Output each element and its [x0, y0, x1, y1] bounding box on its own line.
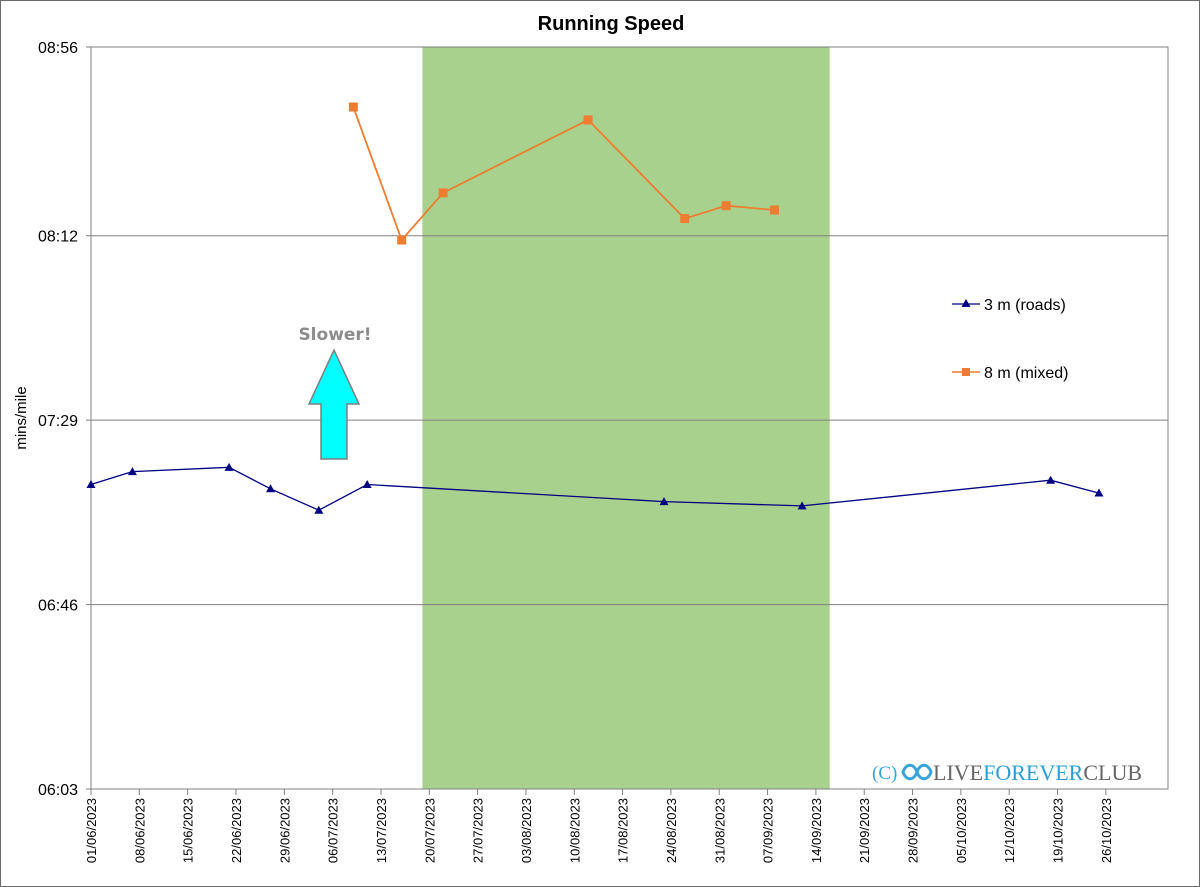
y-axis: 06:03 06:46 07:29 08:12 08:56 — [38, 40, 91, 799]
data-point-mixed — [721, 201, 731, 211]
data-point-roads — [86, 479, 96, 488]
y-tick-label: 07:29 — [38, 413, 78, 430]
watermark-live: LIVE — [933, 760, 983, 785]
y-tick-label: 08:12 — [38, 229, 78, 246]
x-tick-label: 20/07/2023 — [422, 798, 437, 863]
x-tick-label: 12/10/2023 — [1002, 798, 1017, 863]
data-point-roads — [127, 467, 137, 476]
x-tick-label: 05/10/2023 — [954, 798, 969, 863]
x-tick-label: 01/06/2023 — [84, 798, 99, 863]
x-tick-label: 14/09/2023 — [809, 798, 824, 863]
legend-item-mixed: 8 m (mixed) — [952, 365, 1068, 382]
watermark-logo: (C) LIVEFOREVERCLUB — [872, 760, 1142, 785]
x-tick-label: 15/06/2023 — [181, 798, 196, 863]
data-point-mixed — [348, 102, 358, 112]
data-point-roads — [224, 462, 234, 471]
data-point-roads — [1046, 475, 1056, 484]
data-point-roads — [1094, 488, 1104, 497]
data-point-roads — [362, 479, 372, 488]
x-tick-label: 26/10/2023 — [1099, 798, 1114, 863]
x-tick-label: 13/07/2023 — [374, 798, 389, 863]
x-tick-label: 28/09/2023 — [906, 798, 921, 863]
x-axis: 01/06/2023 08/06/2023 15/06/2023 22/06/2023… — [84, 789, 1114, 863]
x-tick-label: 08/06/2023 — [132, 798, 147, 863]
x-tick-label: 17/08/2023 — [616, 798, 631, 863]
legend-label-roads: 3 m (roads) — [984, 297, 1066, 314]
y-tick-label: 06:46 — [38, 598, 78, 615]
slower-annotation: Slower! — [298, 325, 372, 460]
x-tick-label: 27/07/2023 — [471, 798, 486, 863]
legend-marker-square — [962, 368, 970, 376]
x-tick-label: 10/08/2023 — [567, 798, 582, 863]
data-point-mixed — [583, 115, 593, 125]
data-point-roads — [314, 505, 324, 514]
data-point-roads — [659, 497, 669, 506]
y-tick-label: 08:56 — [38, 40, 78, 57]
data-point-mixed — [438, 188, 448, 198]
highlight-band — [422, 47, 830, 789]
chart-title: Running Speed — [538, 13, 685, 35]
x-tick-label: 21/09/2023 — [857, 798, 872, 863]
slower-label: Slower! — [298, 325, 371, 345]
series-layer — [86, 102, 1104, 514]
legend-item-roads: 3 m (roads) — [952, 297, 1066, 314]
x-tick-label: 07/09/2023 — [761, 798, 776, 863]
x-tick-label: 06/07/2023 — [326, 798, 341, 863]
x-tick-label: 29/06/2023 — [277, 798, 292, 863]
watermark-forever: FOREVER — [983, 760, 1084, 785]
data-point-roads — [797, 501, 807, 510]
x-tick-label: 03/08/2023 — [519, 798, 534, 863]
data-point-mixed — [680, 214, 690, 224]
legend-label-mixed: 8 m (mixed) — [984, 365, 1068, 382]
up-arrow-icon — [307, 348, 361, 460]
x-tick-label: 19/10/2023 — [1051, 798, 1066, 863]
x-tick-label: 31/08/2023 — [712, 798, 727, 863]
watermark-prefix: (C) — [872, 763, 897, 784]
plot-border — [90, 46, 1169, 790]
y-tick-label: 06:03 — [38, 782, 78, 799]
svg-text:LIVEFOREVERCLUB: LIVEFOREVERCLUB — [933, 760, 1142, 785]
svg-text:(C): (C) — [872, 763, 897, 784]
watermark-club: CLUB — [1083, 760, 1142, 785]
data-point-mixed — [397, 235, 407, 245]
y-axis-label: mins/mile — [13, 386, 30, 449]
infinity-icon — [901, 763, 933, 781]
data-point-roads — [266, 484, 275, 493]
legend: 3 m (roads) 8 m (mixed) — [952, 297, 1068, 382]
data-point-mixed — [769, 205, 779, 215]
legend-marker-triangle — [961, 299, 971, 307]
x-tick-label: 22/06/2023 — [229, 798, 244, 863]
series-line-roads — [90, 466, 1100, 511]
x-tick-label: 24/08/2023 — [664, 798, 679, 863]
